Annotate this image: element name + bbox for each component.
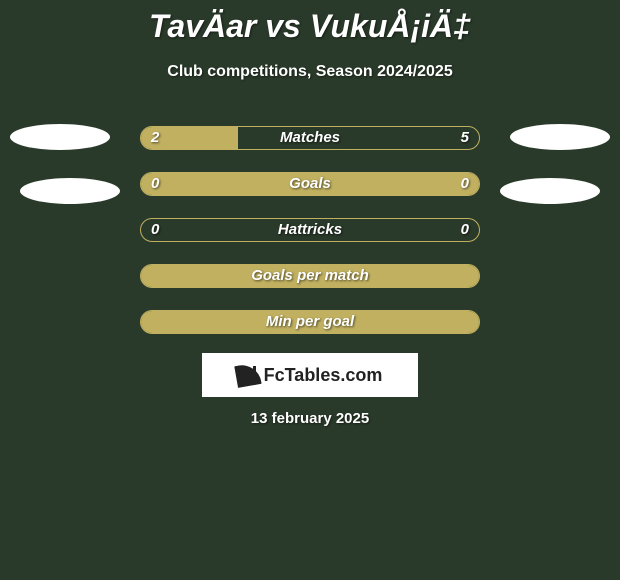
stat-label: Hattricks: [141, 219, 479, 242]
logo-box[interactable]: FcTables.com: [202, 353, 418, 397]
subtitle: Club competitions, Season 2024/2025: [0, 63, 620, 81]
infographic-root: TavÄar vs VukuÅ¡iÄ‡ Club competitions, S…: [0, 0, 620, 580]
stat-right-value: 0: [461, 219, 469, 242]
title: TavÄar vs VukuÅ¡iÄ‡: [0, 0, 620, 45]
stat-bars: 2Matches50Goals00Hattricks0Goals per mat…: [140, 126, 480, 356]
logo: FcTables.com: [238, 365, 383, 386]
stat-label: Goals: [141, 173, 479, 196]
avatar-left-1: [10, 124, 110, 150]
stat-right-value: 0: [461, 173, 469, 196]
logo-text: FcTables.com: [264, 365, 383, 386]
stat-right-value: 5: [461, 127, 469, 150]
stat-bar: 0Hattricks0: [140, 218, 480, 242]
stat-bar: 2Matches5: [140, 126, 480, 150]
stat-label: Matches: [141, 127, 479, 150]
logo-icon: [238, 366, 260, 384]
avatar-right-1: [510, 124, 610, 150]
stat-bar: Goals per match: [140, 264, 480, 288]
stat-bar: Min per goal: [140, 310, 480, 334]
stat-label: Min per goal: [141, 311, 479, 334]
date: 13 february 2025: [0, 410, 620, 427]
stat-label: Goals per match: [141, 265, 479, 288]
avatar-right-2: [500, 178, 600, 204]
avatar-left-2: [20, 178, 120, 204]
stat-bar: 0Goals0: [140, 172, 480, 196]
